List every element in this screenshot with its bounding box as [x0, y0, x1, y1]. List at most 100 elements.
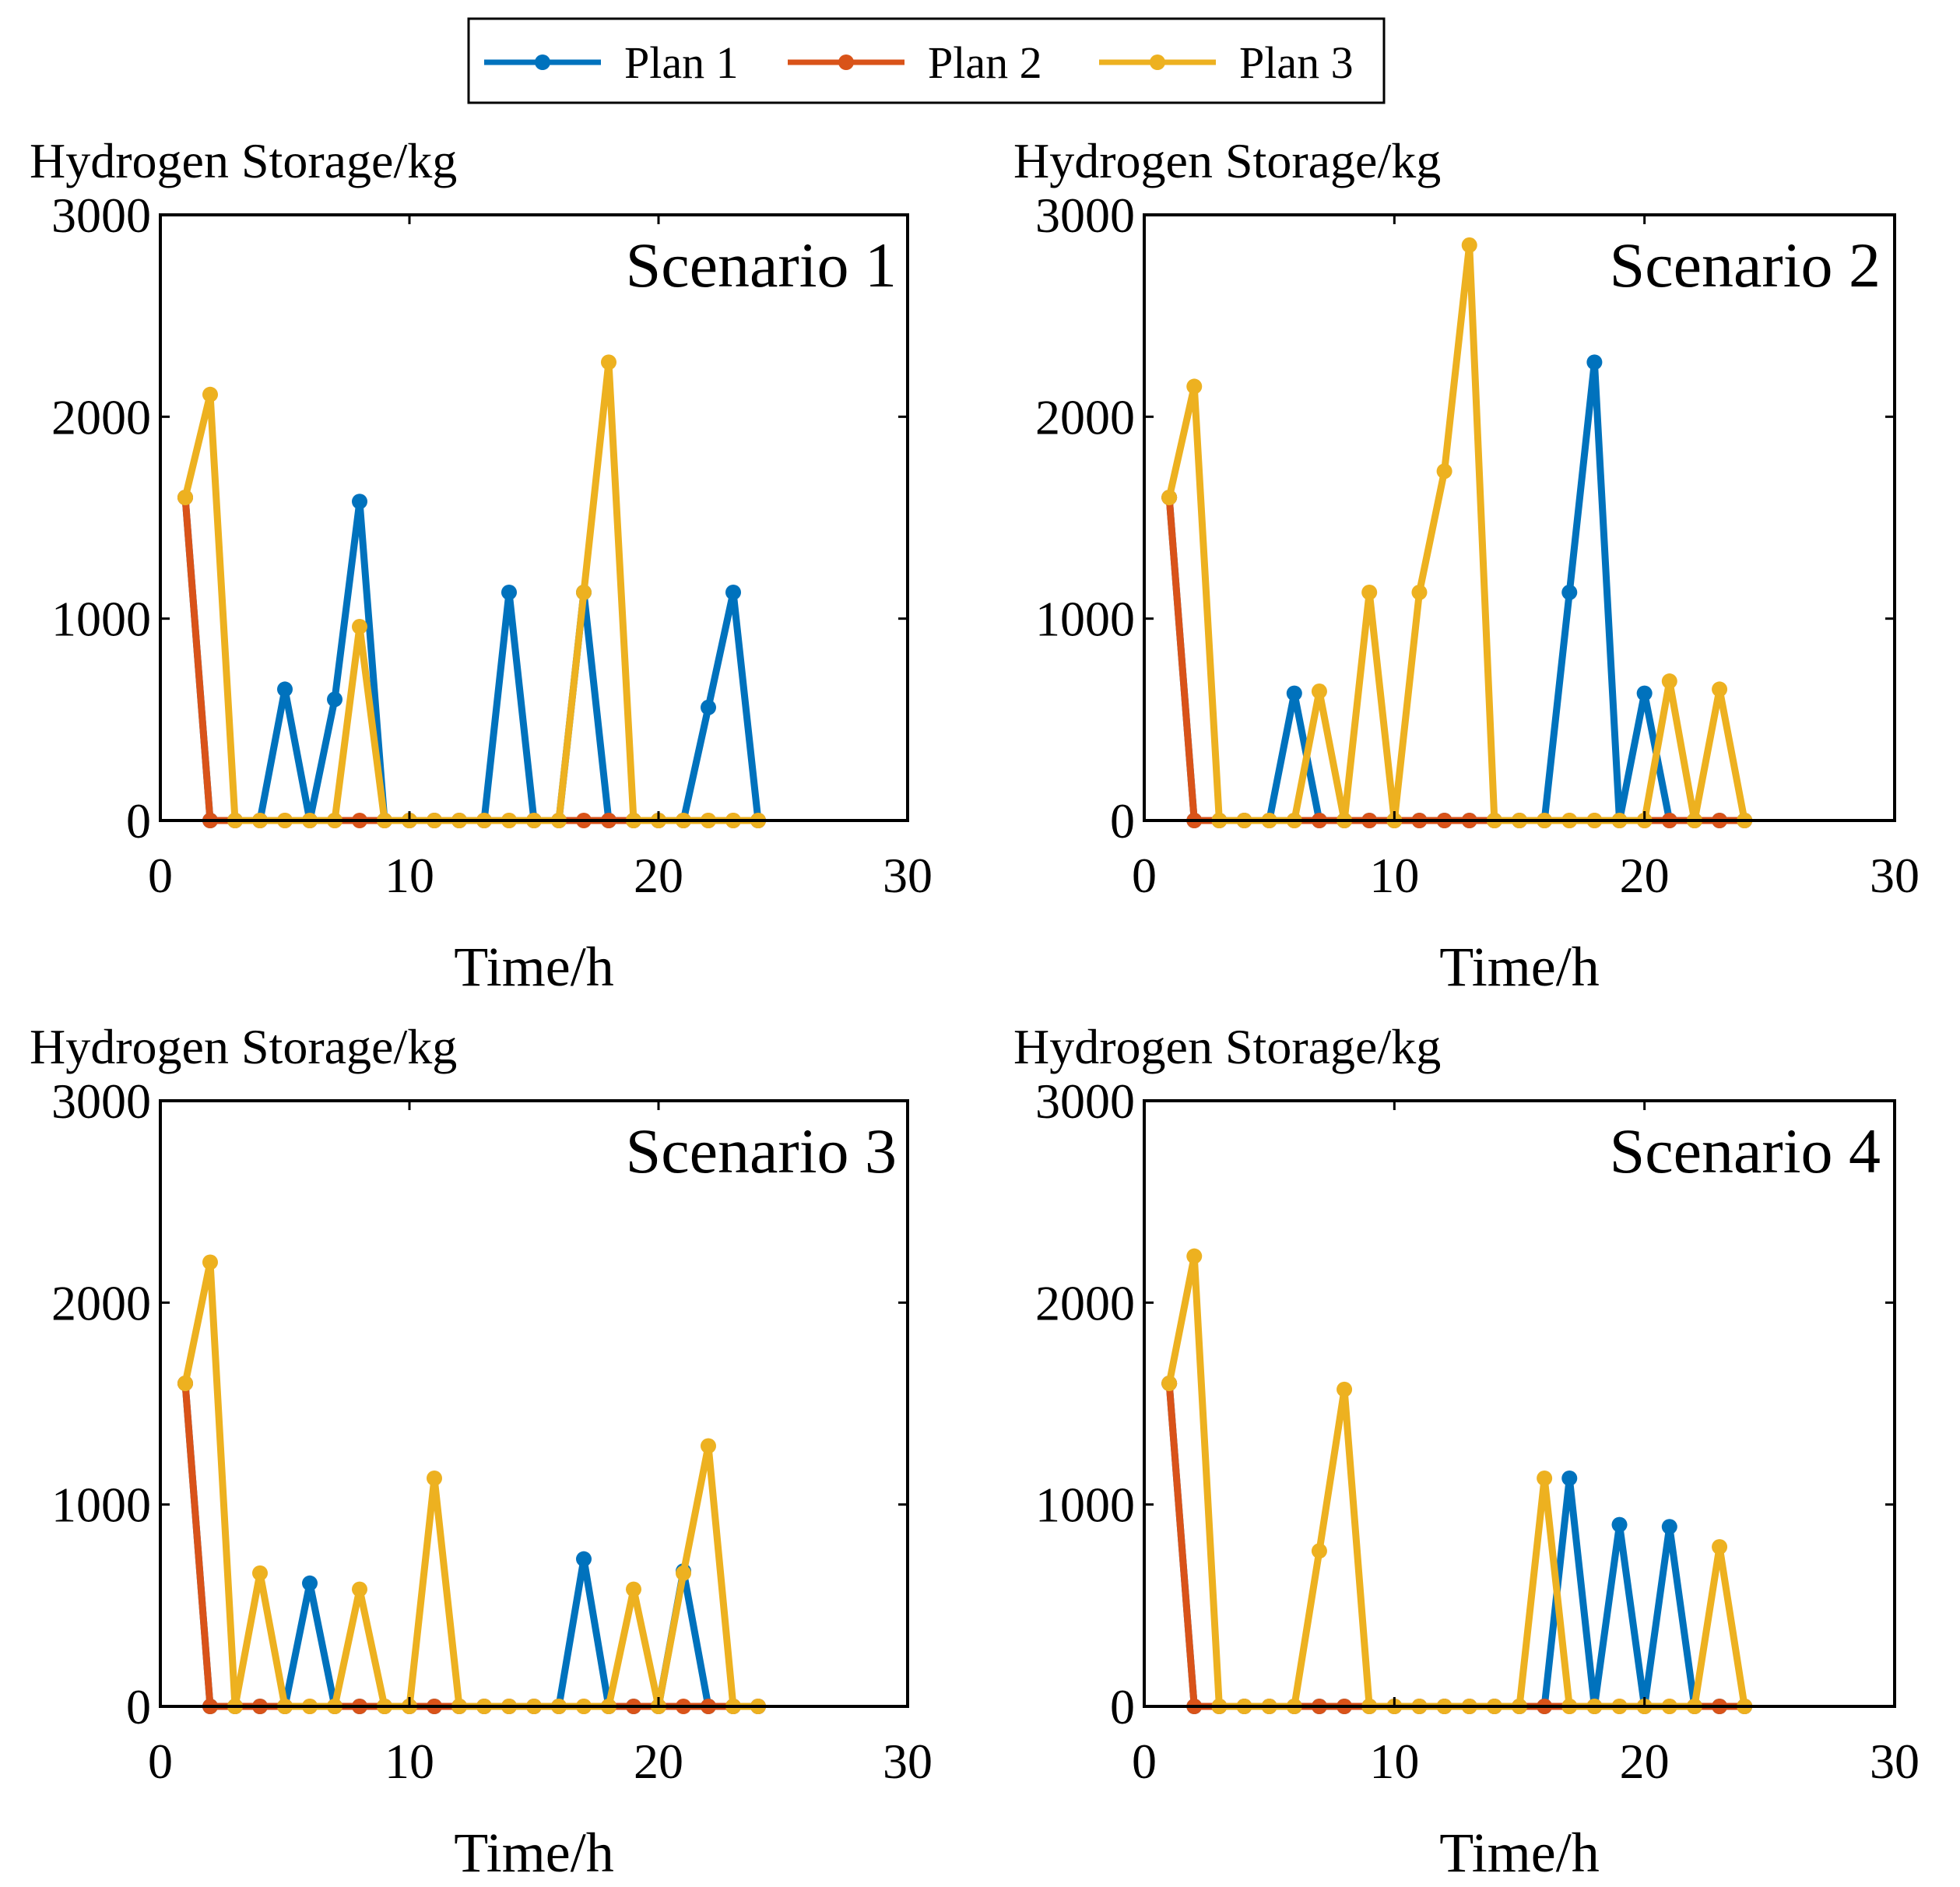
- data-point-plan-3: [1661, 673, 1677, 690]
- data-point-plan-3: [1161, 490, 1178, 506]
- y-tick-label: 2000: [51, 1275, 151, 1330]
- series-line-plan-1: [181, 494, 762, 824]
- data-point-plan-3: [1161, 1376, 1178, 1392]
- data-point-plan-1: [1636, 685, 1653, 701]
- y-tick-label: 3000: [51, 1074, 151, 1129]
- data-point-plan-1: [1286, 685, 1302, 701]
- series-line-plan-3: [1165, 241, 1748, 824]
- data-point-plan-3: [701, 1438, 716, 1454]
- axes-frame: [1143, 1099, 1896, 1708]
- legend-marker-plan-2: [838, 54, 854, 70]
- data-point-plan-3: [202, 386, 218, 402]
- y-axis-label: Hydrogen Storage/kg: [1013, 1019, 1441, 1074]
- x-axis-label: Time/h: [1439, 936, 1599, 998]
- data-point-plan-3: [1337, 1381, 1353, 1397]
- x-tick-label: 0: [148, 1734, 173, 1789]
- data-point-plan-3: [177, 490, 193, 506]
- data-point-plan-1: [277, 681, 293, 698]
- legend-label-plan-1: Plan 1: [624, 37, 739, 88]
- y-tick-label: 3000: [51, 188, 151, 243]
- data-point-plan-3: [576, 584, 592, 600]
- y-tick-label: 1000: [1035, 592, 1135, 647]
- x-axis-label: Time/h: [454, 1822, 613, 1884]
- data-point-plan-1: [1586, 354, 1603, 371]
- series-line-plan-3: [181, 1258, 762, 1710]
- x-tick-label: 30: [883, 848, 933, 903]
- y-axis-label: Hydrogen Storage/kg: [1013, 133, 1441, 188]
- scenario-title: Scenario 2: [1610, 230, 1881, 300]
- data-point-plan-3: [427, 1470, 442, 1486]
- series-line-plan-1: [1165, 1379, 1748, 1710]
- axes-frame: [1143, 213, 1896, 822]
- data-point-plan-3: [1712, 681, 1728, 698]
- data-point-plan-3: [1361, 584, 1378, 600]
- data-point-plan-3: [626, 1581, 641, 1597]
- axes-frame: [159, 213, 909, 822]
- y-tick-label: 1000: [51, 592, 151, 647]
- x-tick-label: 20: [1620, 1734, 1670, 1789]
- data-point-plan-1: [725, 584, 741, 600]
- x-tick-label: 20: [634, 848, 683, 903]
- data-point-plan-1: [1611, 1516, 1628, 1533]
- series-line-plan-1: [181, 1379, 762, 1710]
- data-point-plan-3: [1186, 378, 1203, 395]
- data-point-plan-1: [576, 1551, 592, 1567]
- y-axis-label: Hydrogen Storage/kg: [30, 133, 457, 188]
- x-tick-label: 20: [634, 1734, 683, 1789]
- y-tick-label: 2000: [51, 389, 151, 445]
- y-tick-label: 0: [1110, 793, 1135, 849]
- scenario-title: Scenario 1: [626, 230, 897, 300]
- data-point-plan-1: [302, 1575, 318, 1591]
- scenario-title: Scenario 3: [626, 1116, 897, 1186]
- data-point-plan-3: [676, 1565, 691, 1581]
- series-line-plan-3: [1165, 1253, 1748, 1710]
- data-point-plan-1: [701, 699, 716, 715]
- legend-label-plan-2: Plan 2: [928, 37, 1042, 88]
- data-point-plan-3: [1186, 1248, 1203, 1264]
- legend-label-plan-3: Plan 3: [1239, 37, 1354, 88]
- data-point-plan-3: [352, 619, 367, 635]
- legend-marker-plan-3: [1150, 54, 1165, 70]
- scenario-title: Scenario 4: [1610, 1116, 1881, 1186]
- legend-box: [467, 17, 1386, 104]
- data-point-plan-3: [177, 1376, 193, 1392]
- data-point-plan-3: [1311, 1543, 1327, 1559]
- data-point-plan-1: [352, 494, 367, 510]
- data-point-plan-3: [1311, 683, 1327, 700]
- data-point-plan-3: [601, 354, 616, 371]
- data-point-plan-3: [252, 1565, 268, 1581]
- x-tick-label: 0: [1132, 1734, 1157, 1789]
- y-tick-label: 1000: [1035, 1478, 1135, 1533]
- series-line-plan-2: [1165, 1379, 1748, 1710]
- data-point-plan-1: [501, 584, 517, 600]
- data-point-plan-1: [1561, 1470, 1578, 1486]
- x-tick-label: 0: [1132, 848, 1157, 903]
- data-point-plan-1: [327, 691, 342, 708]
- legend-marker-plan-1: [535, 54, 550, 70]
- data-point-plan-3: [202, 1254, 218, 1270]
- x-tick-label: 30: [1870, 1734, 1920, 1789]
- series-line-plan-2: [181, 1379, 762, 1710]
- x-tick-label: 10: [385, 848, 434, 903]
- x-tick-label: 30: [883, 1734, 933, 1789]
- x-tick-label: 0: [148, 848, 173, 903]
- legend-entry-plan-2: Plan 2: [788, 37, 1042, 88]
- y-tick-label: 0: [126, 1679, 151, 1734]
- data-point-plan-3: [1712, 1539, 1728, 1555]
- x-axis-label: Time/h: [454, 936, 613, 998]
- x-tick-label: 10: [385, 1734, 434, 1789]
- data-point-plan-3: [1461, 237, 1477, 253]
- y-axis-label: Hydrogen Storage/kg: [30, 1019, 457, 1074]
- y-tick-label: 2000: [1035, 1275, 1135, 1330]
- y-tick-label: 2000: [1035, 389, 1135, 445]
- data-point-plan-1: [1561, 584, 1578, 600]
- y-tick-label: 3000: [1035, 1074, 1135, 1129]
- x-axis-label: Time/h: [1439, 1822, 1599, 1884]
- y-tick-label: 0: [126, 793, 151, 849]
- data-point-plan-3: [352, 1581, 367, 1597]
- x-tick-label: 10: [1369, 1734, 1419, 1789]
- data-point-plan-3: [1411, 584, 1428, 600]
